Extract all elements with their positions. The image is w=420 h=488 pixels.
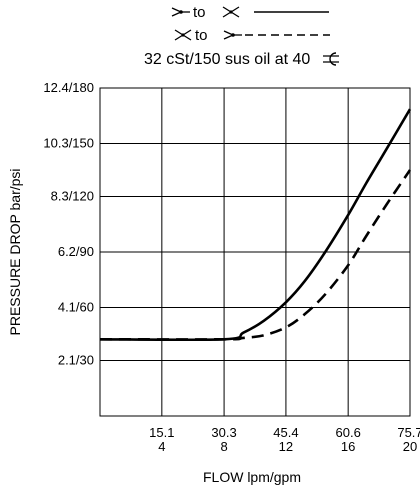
port-2-icon (175, 30, 191, 40)
y-axis-label: PRESSURE DROP bar/psi (7, 168, 23, 335)
x-tick-label-gpm: 4 (158, 439, 165, 454)
series-line-2-to-1 (100, 170, 410, 339)
grid (100, 88, 410, 416)
x-tick-label-lpm: 75.7 (397, 425, 420, 440)
x-tick-label-gpm: 20 (403, 439, 417, 454)
port-2-icon (223, 7, 239, 17)
y-tick-label: 12.4/180 (43, 80, 94, 95)
legend-item-1: to (172, 4, 329, 21)
x-tick-label-gpm: 8 (220, 439, 227, 454)
x-tick-label-gpm: 12 (279, 439, 293, 454)
y-tick-label: 4.1/60 (58, 300, 94, 315)
x-tick-label-lpm: 15.1 (149, 425, 174, 440)
y-tick-label: 6.2/90 (58, 244, 94, 259)
celsius-symbol (323, 53, 339, 65)
y-tick-label: 8.3/120 (51, 188, 94, 203)
port-1-icon (224, 31, 242, 39)
legend-item-1-text: to (193, 4, 206, 21)
port-1-icon (172, 8, 190, 16)
chart-title: 32 cSt/150 sus oil at 40 (144, 51, 310, 68)
y-tick-label: 10.3/150 (43, 136, 94, 151)
x-tick-label-lpm: 60.6 (336, 425, 361, 440)
y-tick-label: 2.1/30 (58, 352, 94, 367)
legend-item-2: to (175, 27, 330, 44)
x-axis-label: FLOW lpm/gpm (203, 469, 301, 485)
x-tick-label-gpm: 16 (341, 439, 355, 454)
x-tick-label-lpm: 30.3 (211, 425, 236, 440)
legend-item-2-text: to (195, 27, 208, 44)
x-tick-label-lpm: 45.4 (273, 425, 298, 440)
